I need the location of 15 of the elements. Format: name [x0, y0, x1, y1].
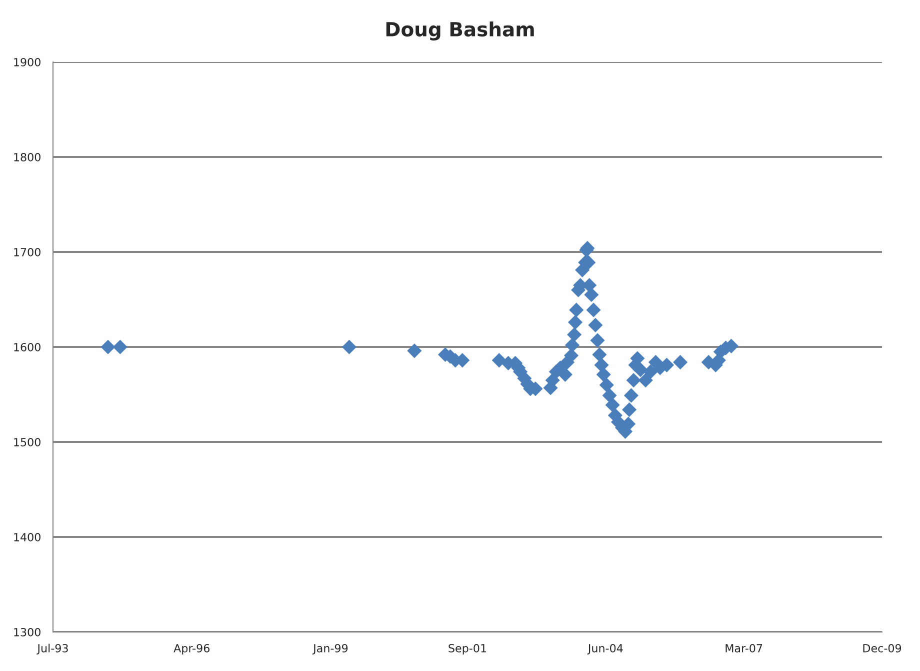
x-tick-label: Sep-01: [448, 644, 486, 655]
y-tick-label: 1600: [14, 342, 40, 352]
y-tick-label: 1900: [14, 58, 40, 66]
y-tick-label: 1500: [14, 438, 40, 446]
x-tick-label: Apr-96: [174, 644, 210, 655]
y-tick-label: 1700: [14, 248, 40, 256]
x-tick-label: Jan-99: [312, 644, 348, 654]
x-tick-label: Dec-09: [863, 644, 902, 652]
chart-title: Doug Basham: [386, 22, 534, 40]
x-tick-label: Jul-93: [36, 644, 68, 654]
y-tick-label: 1400: [14, 532, 40, 542]
y-tick-label: 1800: [14, 152, 40, 162]
y-tick-label: 1300: [14, 628, 40, 636]
x-tick-label: Jun-04: [587, 644, 623, 654]
x-tick-label: Mar-07: [726, 644, 762, 652]
